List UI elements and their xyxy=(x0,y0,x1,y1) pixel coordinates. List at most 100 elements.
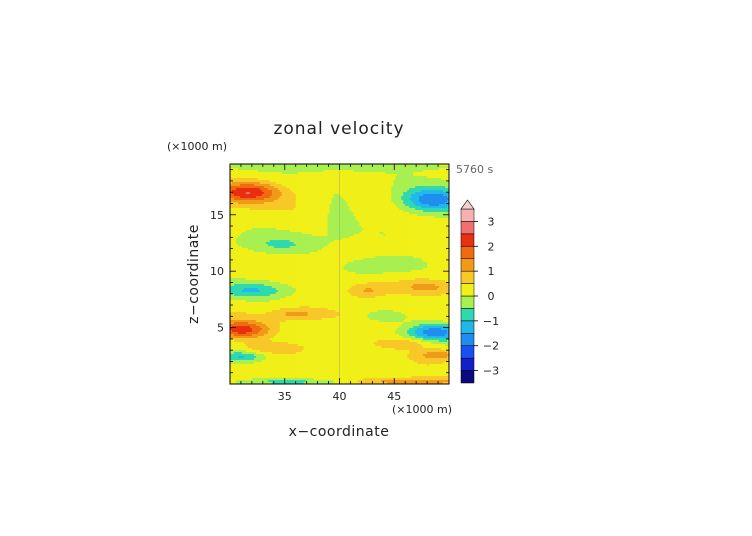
heatmap-cell xyxy=(289,232,293,235)
heatmap-cell xyxy=(251,170,255,173)
heatmap-cell xyxy=(323,212,326,215)
heatmap-cell xyxy=(351,180,354,183)
heatmap-cell xyxy=(267,222,271,225)
heatmap-cell xyxy=(359,166,362,169)
heatmap-cell xyxy=(401,252,404,255)
heatmap-cell xyxy=(389,232,392,235)
heatmap-cell xyxy=(249,252,253,255)
heatmap-cell xyxy=(331,218,334,221)
heatmap-cell xyxy=(331,180,334,183)
heatmap-cell xyxy=(345,190,348,193)
heatmap-cell xyxy=(443,176,446,179)
heatmap-cell xyxy=(371,166,374,169)
heatmap-cell xyxy=(425,252,428,255)
heatmap-cell xyxy=(241,172,245,175)
heatmap-cell xyxy=(297,190,300,193)
heatmap-cell xyxy=(327,242,330,245)
heatmap-cell xyxy=(255,252,259,255)
heatmap-cell xyxy=(289,250,293,253)
heatmap-cell xyxy=(293,208,296,211)
heatmap-cell xyxy=(391,226,394,229)
heatmap-cell xyxy=(319,200,322,203)
heatmap-cell xyxy=(383,194,386,197)
heatmap-cell xyxy=(413,182,416,185)
heatmap-cell xyxy=(325,182,328,185)
heatmap-cell xyxy=(447,242,450,245)
heatmap-cell xyxy=(341,180,344,183)
heatmap-cell xyxy=(435,230,438,233)
heatmap-cell xyxy=(423,178,426,181)
heatmap-cell xyxy=(383,202,386,205)
heatmap-cell xyxy=(335,206,338,209)
heatmap-cell xyxy=(287,246,291,249)
heatmap-cell xyxy=(385,178,388,181)
heatmap-cell xyxy=(433,198,436,201)
heatmap-cell xyxy=(327,216,330,219)
heatmap-cell xyxy=(359,246,362,249)
heatmap-cell xyxy=(421,196,424,199)
heatmap-cell xyxy=(375,208,378,211)
heatmap-cell xyxy=(301,190,304,193)
heatmap-cell xyxy=(353,188,356,191)
heatmap-cell xyxy=(287,210,291,213)
heatmap-cell xyxy=(425,208,428,211)
heatmap-cell xyxy=(379,246,382,249)
heatmap-cell xyxy=(379,204,382,207)
heatmap-cell xyxy=(295,244,298,247)
heatmap-cell xyxy=(415,182,418,185)
heatmap-cell xyxy=(383,192,386,195)
heatmap-cell xyxy=(371,250,374,253)
heatmap-cell xyxy=(317,254,320,257)
heatmap-cell xyxy=(283,190,287,193)
heatmap-cell xyxy=(339,206,342,209)
heatmap-cell xyxy=(237,166,241,169)
heatmap-cell xyxy=(387,246,390,249)
heatmap-cell xyxy=(369,208,372,211)
heatmap-cell xyxy=(347,218,350,221)
heatmap-cell xyxy=(385,164,388,167)
heatmap-cell xyxy=(265,252,269,255)
heatmap-cell xyxy=(265,248,269,251)
heatmap-cell xyxy=(405,206,408,209)
heatmap-cell xyxy=(421,202,424,205)
heatmap-cell xyxy=(351,164,354,167)
heatmap-cell xyxy=(277,206,281,209)
heatmap-cell xyxy=(323,206,326,209)
heatmap-cell xyxy=(259,166,263,169)
heatmap-cell xyxy=(303,236,306,239)
heatmap-cell xyxy=(295,206,298,209)
heatmap-cell xyxy=(245,188,249,191)
heatmap-cell xyxy=(267,180,271,183)
heatmap-cell xyxy=(447,212,450,215)
heatmap-cell xyxy=(281,180,285,183)
heatmap-cell xyxy=(289,190,293,193)
heatmap-cell xyxy=(311,206,314,209)
heatmap-cell xyxy=(363,210,366,213)
heatmap-cell xyxy=(239,200,243,203)
heatmap-cell xyxy=(383,214,386,217)
heatmap-cell xyxy=(263,254,267,257)
heatmap-cell xyxy=(311,234,314,237)
heatmap-cell xyxy=(241,242,245,245)
heatmap-cell xyxy=(437,230,440,233)
heatmap-cell xyxy=(373,180,376,183)
heatmap-cell xyxy=(335,180,338,183)
heatmap-cell xyxy=(381,170,384,173)
heatmap-cell xyxy=(231,198,235,201)
heatmap-cell xyxy=(321,198,324,201)
heatmap-cell xyxy=(257,198,261,201)
heatmap-cell xyxy=(355,206,358,209)
heatmap-cell xyxy=(291,226,295,229)
heatmap-cell xyxy=(349,208,352,211)
heatmap-cell xyxy=(257,178,261,181)
heatmap-cell xyxy=(395,236,398,239)
heatmap-cell xyxy=(385,202,388,205)
heatmap-cell xyxy=(287,232,291,235)
heatmap-cell xyxy=(331,192,334,195)
heatmap-cell xyxy=(241,188,245,191)
heatmap-cell xyxy=(339,192,342,195)
heatmap-cell xyxy=(343,236,346,239)
heatmap-cell xyxy=(275,178,279,181)
heatmap-cell xyxy=(295,238,298,241)
heatmap-cell xyxy=(299,202,302,205)
